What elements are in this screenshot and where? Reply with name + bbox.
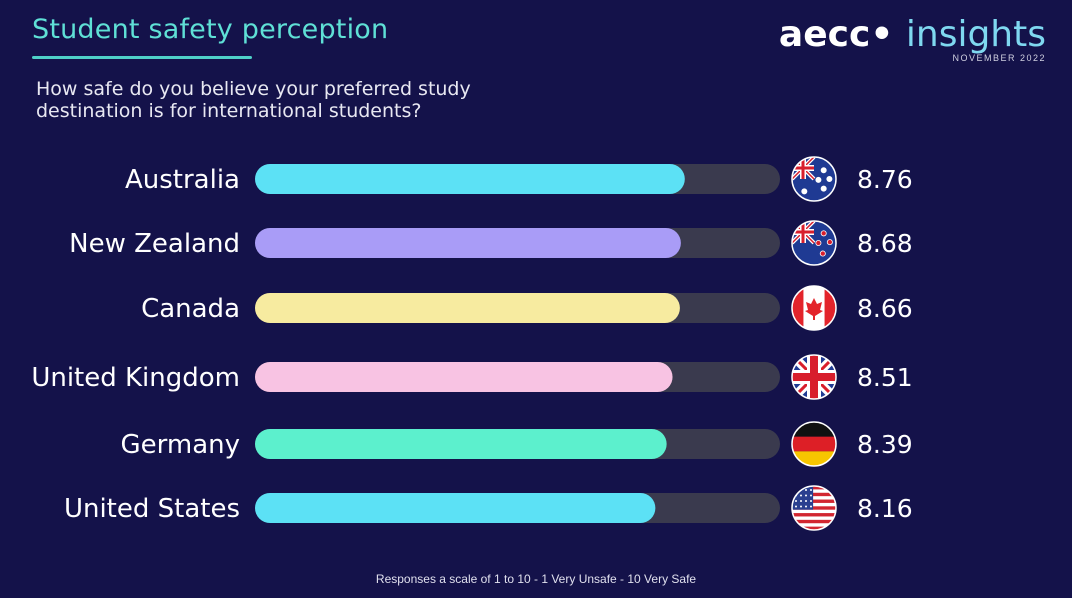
bar-row: United States 8.16 [64,485,913,531]
bar [255,362,673,392]
flag-border [791,285,837,331]
value-label: 8.16 [857,494,913,523]
report-date: NOVEMBER 2022 [952,53,1046,63]
bar [255,164,685,194]
value-label: 8.51 [857,363,913,392]
scale-footnote: Responses a scale of 1 to 10 - 1 Very Un… [375,572,697,586]
bar [255,493,656,523]
bar-row: Australia 8.76 [125,156,913,202]
flag-border [791,421,837,467]
bar [255,429,667,459]
logo-text: aecc• insights [778,14,1046,55]
flag-border [791,485,837,531]
flag-border [791,220,837,266]
category-label: United States [64,494,240,524]
flag-border [791,354,837,400]
value-label: 8.39 [857,430,913,459]
aecc-insights-logo: aecc• insights NOVEMBER 2022 [779,14,1046,63]
logo-main-text: aecc [778,14,871,55]
category-label: Australia [125,165,240,195]
title-underline [32,56,252,59]
bar-row: Canada 8.66 [141,285,913,331]
category-label: United Kingdom [31,363,240,393]
bar-row: United Kingdom 8.51 [31,354,913,400]
value-label: 8.66 [857,294,913,323]
chart-title: Student safety perception [32,14,389,45]
canada-flag-icon [792,286,836,330]
united-states-flag-icon [792,486,836,530]
bar [255,228,681,258]
bar-row: Germany 8.39 [120,421,913,467]
flag-border [791,156,837,202]
bar [255,293,680,323]
chart-subtitle: How safe do you believe your preferred s… [36,78,471,122]
united-kingdom-flag-icon [792,355,836,399]
value-label: 8.68 [857,229,913,258]
logo-accent-text: insights [905,14,1046,55]
bar-row: New Zealand 8.68 [69,220,913,266]
value-label: 8.76 [857,165,913,194]
australia-flag-icon [792,157,836,201]
category-label: Canada [141,294,240,324]
category-label: New Zealand [69,229,240,259]
category-label: Germany [120,430,240,460]
